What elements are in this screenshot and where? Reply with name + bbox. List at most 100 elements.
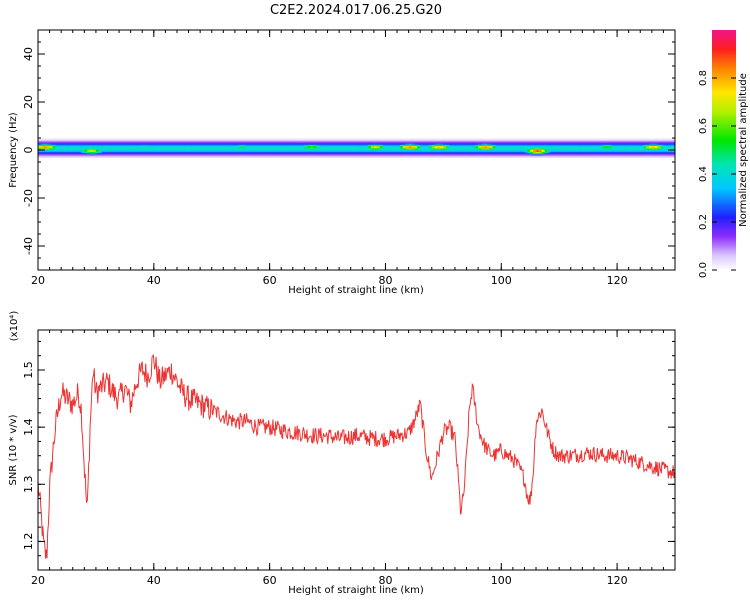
- heatmap-cell: [162, 149, 166, 151]
- heatmap-cell: [307, 152, 311, 155]
- heatmap-cell: [628, 152, 632, 155]
- heatmap-cell: [512, 144, 517, 146]
- heatmap-cell: [425, 149, 430, 151]
- heatmap-cell: [631, 145, 635, 148]
- heatmap-cell: [188, 149, 192, 151]
- heatmap-cell: [391, 146, 395, 149]
- heatmap-cell: [287, 155, 291, 157]
- heatmap-cell: [208, 145, 213, 148]
- heatmap-cell: [72, 142, 76, 144]
- heatmap-cell: [336, 156, 340, 158]
- heatmap-cell: [544, 140, 548, 143]
- heatmap-cell: [585, 150, 589, 152]
- heatmap-cell: [159, 151, 163, 154]
- heatmap-cell: [362, 155, 366, 157]
- heatmap-cell: [243, 144, 247, 146]
- heatmap-cell: [318, 152, 323, 155]
- heatmap-cell: [55, 139, 59, 142]
- heatmap-cell: [614, 156, 618, 158]
- heatmap-cell: [295, 144, 299, 146]
- heatmap-cell: [452, 138, 456, 140]
- heatmap-cell: [318, 146, 323, 149]
- heatmap-cell: [373, 151, 378, 154]
- heatmap-cell: [139, 149, 143, 151]
- heatmap-cell: [512, 149, 517, 151]
- heatmap-cell: [515, 154, 519, 156]
- heatmap-cell: [423, 144, 427, 146]
- heatmap-cell: [452, 142, 456, 144]
- heatmap-cell: [315, 150, 320, 152]
- heatmap-cell: [162, 154, 166, 156]
- heatmap-cell: [46, 142, 50, 144]
- heatmap-cell: [504, 139, 508, 142]
- heatmap-cell: [657, 139, 661, 142]
- heatmap-cell: [373, 156, 378, 158]
- heatmap-cell: [507, 138, 511, 140]
- heatmap-cell: [171, 142, 175, 144]
- heatmap-cell: [127, 146, 131, 149]
- heatmap-cell: [547, 155, 551, 157]
- heatmap-cell: [275, 144, 279, 146]
- heatmap-cell: [61, 146, 65, 149]
- heatmap-cell: [119, 156, 123, 158]
- heatmap-cell: [376, 143, 380, 145]
- heatmap-cell: [130, 149, 134, 151]
- heatmap-cell: [478, 146, 482, 149]
- heatmap-cell: [289, 154, 294, 156]
- heatmap-cell: [460, 143, 464, 145]
- heatmap-cell: [370, 142, 375, 144]
- heatmap-cell: [347, 144, 352, 146]
- heatmap-cell: [443, 145, 447, 148]
- heatmap-cell: [90, 154, 94, 156]
- heatmap-cell: [324, 150, 328, 152]
- heatmap-cell: [619, 146, 624, 149]
- heatmap-cell: [95, 151, 100, 154]
- heatmap-cell: [423, 154, 427, 156]
- y-tick-label: -20: [22, 189, 35, 207]
- heatmap-cell: [159, 139, 163, 142]
- heatmap-cell: [634, 149, 638, 151]
- heatmap-cell: [347, 145, 352, 148]
- heatmap-cell: [258, 140, 262, 143]
- heatmap-cell: [536, 139, 540, 142]
- heatmap-cell: [591, 152, 595, 155]
- heatmap-cell: [443, 138, 447, 140]
- heatmap-cell: [124, 146, 129, 149]
- heatmap-cell: [567, 146, 572, 149]
- heatmap-cell: [237, 152, 241, 155]
- heatmap-cell: [359, 145, 363, 148]
- heatmap-cell: [469, 138, 473, 140]
- heatmap-cell: [81, 138, 85, 140]
- heatmap-cell: [263, 149, 268, 151]
- heatmap-cell: [376, 148, 380, 150]
- heatmap-cell: [420, 143, 424, 145]
- heatmap-cell: [87, 150, 91, 152]
- heatmap-cell: [643, 155, 647, 157]
- heatmap-cell: [81, 149, 85, 151]
- heatmap-cell: [570, 152, 574, 155]
- heatmap-cell: [339, 154, 343, 156]
- heatmap-cell: [52, 155, 56, 157]
- heatmap-cell: [622, 151, 627, 154]
- heatmap-cell: [191, 150, 195, 152]
- heatmap-cell: [211, 148, 215, 150]
- heatmap-cell: [538, 148, 543, 150]
- heatmap-cell: [472, 154, 476, 156]
- x-tick-label: 40: [147, 574, 161, 587]
- heatmap-cell: [269, 144, 273, 146]
- heatmap-cell: [315, 148, 320, 150]
- heatmap-cell: [231, 154, 236, 156]
- heatmap-cell: [159, 149, 163, 151]
- heatmap-cell: [512, 154, 517, 156]
- heatmap-cell: [220, 155, 224, 157]
- heatmap-cell: [582, 140, 586, 143]
- heatmap-cell: [258, 139, 262, 142]
- heatmap-cell: [281, 145, 285, 148]
- heatmap-cell: [553, 143, 557, 145]
- heatmap-cell: [666, 138, 670, 140]
- heatmap-cell: [434, 154, 438, 156]
- heatmap-cell: [130, 143, 134, 145]
- heatmap-cell: [234, 148, 239, 150]
- heatmap-cell: [156, 148, 160, 150]
